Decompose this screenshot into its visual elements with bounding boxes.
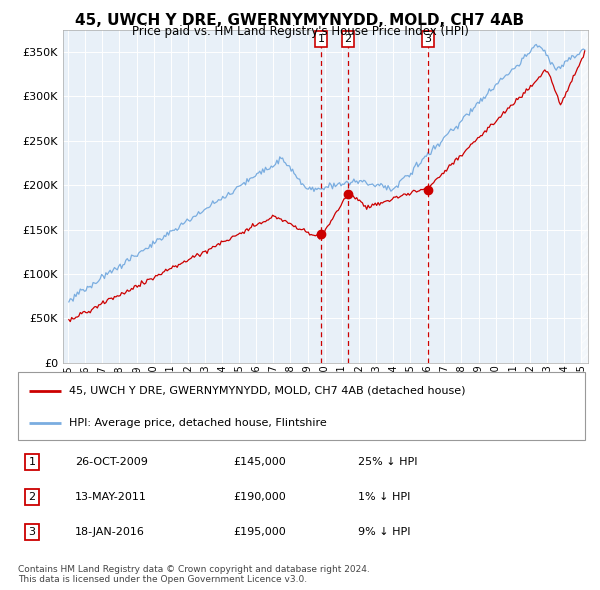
Text: £195,000: £195,000 [233,527,286,537]
FancyBboxPatch shape [18,372,585,440]
Text: 1% ↓ HPI: 1% ↓ HPI [358,492,410,502]
Text: 1: 1 [29,457,35,467]
Text: 3: 3 [424,34,431,44]
Text: 2: 2 [344,34,352,44]
Text: 18-JAN-2016: 18-JAN-2016 [75,527,145,537]
Text: 2: 2 [29,492,36,502]
Text: 25% ↓ HPI: 25% ↓ HPI [358,457,418,467]
Text: 1: 1 [317,34,325,44]
Text: £145,000: £145,000 [233,457,286,467]
Bar [581,30,588,363]
Text: 45, UWCH Y DRE, GWERNYMYNYDD, MOLD, CH7 4AB (detached house): 45, UWCH Y DRE, GWERNYMYNYDD, MOLD, CH7 … [69,386,466,396]
Text: Price paid vs. HM Land Registry's House Price Index (HPI): Price paid vs. HM Land Registry's House … [131,25,469,38]
Text: HPI: Average price, detached house, Flintshire: HPI: Average price, detached house, Flin… [69,418,327,428]
Text: 9% ↓ HPI: 9% ↓ HPI [358,527,410,537]
Text: £190,000: £190,000 [233,492,286,502]
Text: 3: 3 [29,527,35,537]
Text: 13-MAY-2011: 13-MAY-2011 [75,492,146,502]
Text: 45, UWCH Y DRE, GWERNYMYNYDD, MOLD, CH7 4AB: 45, UWCH Y DRE, GWERNYMYNYDD, MOLD, CH7 … [76,13,524,28]
Text: Contains HM Land Registry data © Crown copyright and database right 2024.
This d: Contains HM Land Registry data © Crown c… [18,565,370,584]
Text: 26-OCT-2009: 26-OCT-2009 [75,457,148,467]
